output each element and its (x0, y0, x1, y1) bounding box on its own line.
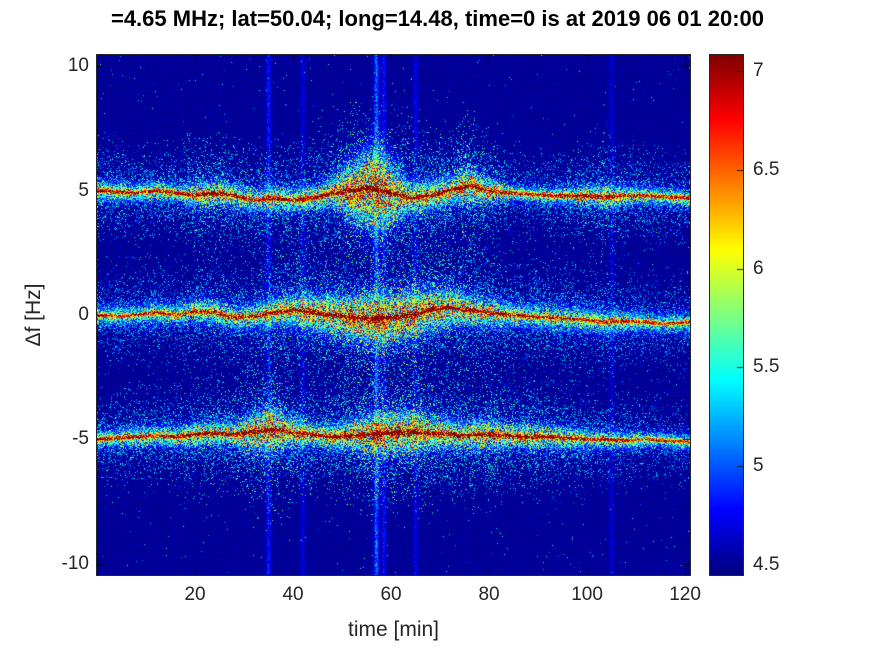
y-tick-label: -10 (61, 552, 89, 574)
colorbar-tick-label: 5 (753, 455, 764, 477)
spectrogram-heatmap (96, 54, 691, 576)
colorbar-tick-label: 4.5 (753, 554, 780, 576)
y-tick-label: 0 (78, 304, 89, 325)
y-tick-label: 5 (78, 179, 89, 201)
colorbar (709, 54, 744, 576)
x-tick-label: 40 (282, 584, 304, 605)
y-tick-label: 10 (67, 55, 89, 77)
x-tick-label: 20 (184, 584, 206, 605)
colorbar-tick-label: 6.5 (753, 158, 780, 180)
chart-title: =4.65 MHz; lat=50.04; long=14.48, time=0… (110, 6, 765, 31)
x-tick-label: 120 (669, 584, 701, 605)
colorbar-tick-label: 7 (753, 59, 764, 81)
colorbar-tick-label: 5.5 (753, 356, 780, 378)
colorbar-tick-label: 6 (753, 257, 764, 279)
y-tick-label: -5 (72, 428, 89, 450)
x-tick-label: 60 (380, 584, 402, 605)
x-tick-label: 80 (478, 584, 500, 605)
x-axis-label: time [min] (347, 618, 439, 641)
x-tick-label: 100 (571, 584, 603, 605)
